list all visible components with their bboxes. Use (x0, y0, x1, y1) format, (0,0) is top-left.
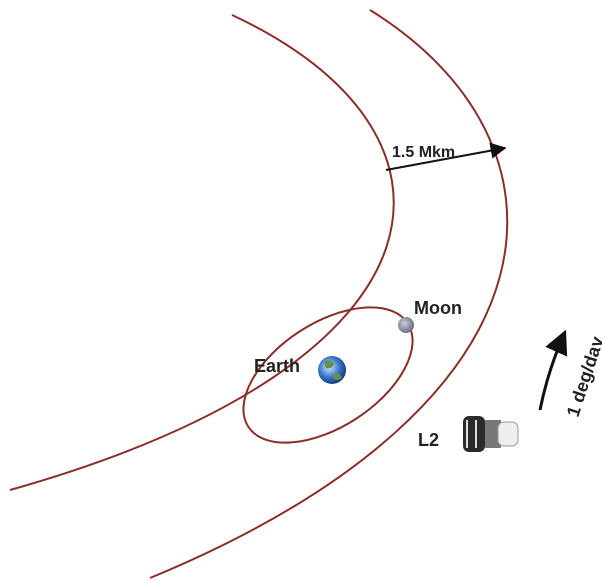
diagram: 1.5 Mkm Moon Earth L2 1 deg/day (0, 0, 602, 583)
spacecraft (463, 416, 518, 452)
earth (318, 356, 346, 384)
outer-orbit (150, 10, 507, 578)
inner-orbit (10, 15, 394, 490)
distance-label: 1.5 Mkm (392, 144, 455, 161)
rate-label: 1 deg/day (563, 334, 602, 419)
earth-label: Earth (254, 356, 300, 376)
l2-label: L2 (418, 430, 439, 450)
rate-arrow (540, 332, 565, 410)
moon (398, 317, 414, 333)
moon-label: Moon (414, 298, 462, 318)
